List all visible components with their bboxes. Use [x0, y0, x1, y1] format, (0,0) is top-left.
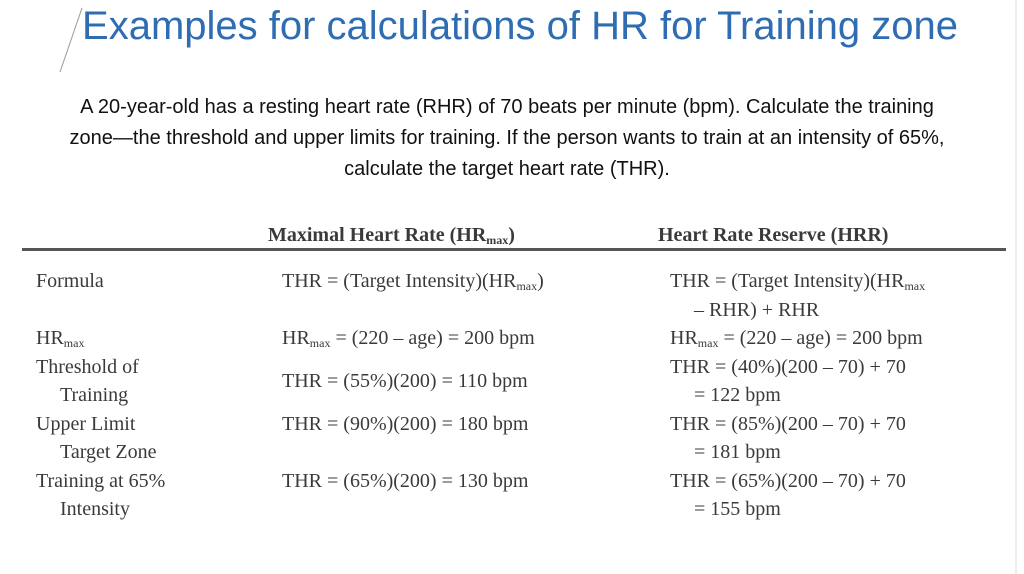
cell-line: THR = (40%)(200 – 70) + 70 [670, 353, 1020, 382]
subscript: max [516, 279, 538, 293]
text-run: – RHR) + RHR [694, 298, 820, 321]
corner-stroke [59, 7, 83, 73]
text-run: THR = (Target Intensity)(HR [670, 270, 905, 292]
cell-line: THR = (Target Intensity)(HRmax [670, 267, 1020, 296]
table-row: Upper Limit Target Zone THR = (90%)(200) =… [0, 410, 1024, 467]
cell-line: THR = (55%)(200) = 110 bpm [282, 367, 670, 396]
cell-line: Target Zone [36, 438, 282, 467]
cell-line: THR = (65%)(200) = 130 bpm [282, 467, 670, 496]
text-run: THR = (Target Intensity)(HR [282, 270, 517, 292]
table-cell: HRmax [36, 324, 282, 353]
text-run: = 155 bpm [694, 498, 781, 520]
text-run: ) [537, 270, 544, 292]
cell-line: = 122 bpm [670, 381, 1020, 410]
header-cell: Heart Rate Reserve (HRR) [658, 221, 888, 249]
text-run: THR = (65%)(200) = 130 bpm [282, 469, 529, 492]
cell-line: Intensity [36, 495, 282, 524]
cell-line: THR = (85%)(200 – 70) + 70 [670, 410, 1020, 439]
text-run: THR = (55%)(200) = 110 bpm [282, 369, 528, 392]
text-run: THR = (85%)(200 – 70) + 70 [670, 412, 906, 435]
text-run: Formula [36, 270, 104, 292]
text-run: Training at 65% [36, 469, 166, 492]
subscript: max [309, 336, 331, 350]
table-cell: Formula [36, 267, 282, 324]
table-cell: THR = (65%)(200 – 70) + 70 = 155 bpm [670, 467, 1020, 524]
table-row: Threshold of Training THR = (55%)(200) = 1… [0, 353, 1024, 410]
text-run: Intensity [60, 498, 130, 520]
slide-title: Examples for calculations of HR for Trai… [82, 4, 958, 48]
table-row: Training at 65% Intensity THR = (65%)(200)… [0, 467, 1024, 524]
table-cell: THR = (85%)(200 – 70) + 70 = 181 bpm [670, 410, 1020, 467]
table-cell: THR = (40%)(200 – 70) + 70 = 122 bpm [670, 353, 1020, 410]
table-cell: Upper Limit Target Zone [36, 410, 282, 467]
cell-line: THR = (65%)(200 – 70) + 70 [670, 467, 1020, 496]
text-run: THR = (40%)(200 – 70) + 70 [670, 355, 906, 378]
text-run: THR = (90%)(200) = 180 bpm [282, 412, 529, 435]
subscript: max [486, 233, 509, 247]
cell-line: HRmax = (220 – age) = 200 bpm [282, 324, 670, 353]
cell-line: – RHR) + RHR [670, 296, 1020, 325]
cell-line: Training [36, 381, 282, 410]
subscript: max [697, 336, 719, 350]
header-cell: Maximal Heart Rate (HRmax) [268, 221, 515, 249]
cell-line: THR = (Target Intensity)(HRmax) [282, 267, 670, 296]
table-body: Formula THR = (Target Intensity)(HRmax) TH… [0, 267, 1024, 524]
header-rule [22, 248, 1006, 251]
table-cell: THR = (Target Intensity)(HRmax) [282, 267, 670, 324]
subscript: max [904, 279, 926, 293]
text-run: HR [670, 327, 698, 349]
table-cell: Training at 65% Intensity [36, 467, 282, 524]
cell-line: HRmax [36, 324, 282, 353]
cell-line: THR = (90%)(200) = 180 bpm [282, 410, 670, 439]
text-run: ) [508, 224, 515, 246]
table-cell: HRmax = (220 – age) = 200 bpm [282, 324, 670, 353]
table-cell: THR = (Target Intensity)(HRmax – RHR) + R… [670, 267, 1020, 324]
cell-line: = 181 bpm [670, 438, 1020, 467]
text-run: HR [282, 327, 310, 349]
table-row: Formula THR = (Target Intensity)(HRmax) TH… [0, 267, 1024, 324]
table-row: HRmax HRmax = (220 – age) = 200 bpm HRmax … [0, 324, 1024, 353]
cell-line: Threshold of [36, 353, 282, 382]
cell-line: Formula [36, 267, 282, 296]
text-run: Heart Rate Reserve (HRR) [658, 224, 889, 246]
text-run: Maximal Heart Rate (HR [268, 224, 487, 246]
cell-line: HRmax = (220 – age) = 200 bpm [670, 324, 1020, 353]
cell-line: = 155 bpm [670, 495, 1020, 524]
text-run: Target Zone [60, 441, 157, 463]
intro-text: A 20-year-old has a resting heart rate (… [69, 96, 945, 180]
text-run: = 181 bpm [694, 441, 781, 463]
table-cell: HRmax = (220 – age) = 200 bpm [670, 324, 1020, 353]
cell-line: Training at 65% [36, 467, 282, 496]
cell-line: Upper Limit [36, 410, 282, 439]
text-run: = (220 – age) = 200 bpm [330, 327, 535, 349]
table-cell: THR = (55%)(200) = 110 bpm [282, 367, 670, 396]
text-run: = 122 bpm [694, 384, 781, 406]
text-run: Threshold of [36, 355, 139, 378]
text-run: THR = (65%)(200 – 70) + 70 [670, 469, 906, 492]
text-run: HR [36, 327, 64, 349]
text-run: Upper Limit [36, 412, 136, 435]
table-cell: THR = (90%)(200) = 180 bpm [282, 410, 670, 467]
text-run: Training [60, 384, 129, 406]
text-run: = (220 – age) = 200 bpm [718, 327, 923, 349]
table-cell: THR = (65%)(200) = 130 bpm [282, 467, 670, 524]
table-cell: Threshold of Training [36, 353, 282, 410]
subscript: max [63, 336, 85, 350]
